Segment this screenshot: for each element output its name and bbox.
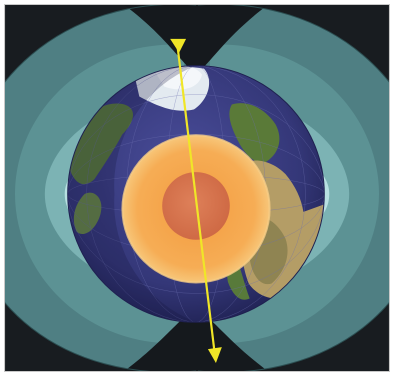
- globe-outline: [67, 65, 325, 323]
- outer-core-edge: [121, 134, 271, 284]
- greenland: [154, 65, 202, 90]
- arrow-down-icon: [207, 347, 222, 364]
- earth-globe: [67, 65, 325, 323]
- magnetic-axis: [170, 38, 222, 364]
- polar-funnel-top: [124, 5, 268, 75]
- landmass-europe: [229, 103, 280, 163]
- figure-canvas: [5, 5, 389, 371]
- earth-core: [121, 134, 271, 284]
- axis-line: [176, 42, 216, 356]
- arrow-down-icon: [170, 38, 187, 53]
- field-outline-left: [5, 5, 197, 371]
- field-outline-right: [197, 5, 389, 371]
- polar-funnel-bottom: [124, 308, 268, 371]
- globe-shade: [67, 65, 197, 323]
- earth-magnetic-field-figure: [4, 4, 390, 372]
